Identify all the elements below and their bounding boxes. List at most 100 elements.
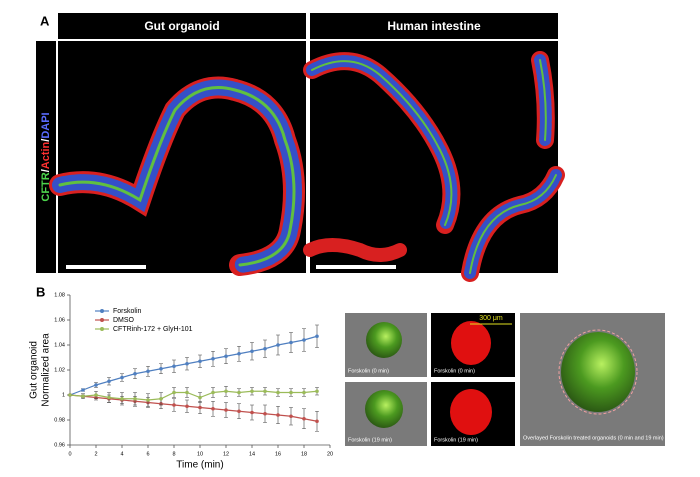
point: [198, 395, 202, 400]
point: [250, 349, 254, 354]
stain-part: DAPI: [40, 112, 52, 138]
panel-label: A: [40, 13, 50, 28]
point: [107, 379, 111, 384]
y-tick-label: 1: [62, 392, 65, 398]
legend-label: CFTRinh-172 + GlyH-101: [113, 326, 193, 333]
x-tick-label: 18: [301, 451, 307, 457]
point: [185, 404, 189, 409]
point: [224, 354, 228, 359]
point: [133, 396, 137, 401]
outline: [558, 329, 638, 415]
y-tick-label: 1.02: [54, 367, 65, 373]
point: [159, 366, 163, 371]
point: [146, 369, 150, 374]
point: [237, 390, 241, 395]
scale-bar: [66, 265, 146, 269]
point: [302, 416, 306, 421]
point: [237, 351, 241, 356]
series-line: [69, 394, 318, 422]
header-bar: [58, 13, 306, 39]
point: [107, 395, 111, 400]
point: [81, 394, 85, 399]
y-axis-label: Normalized area: [41, 333, 52, 407]
y-tick-label: 0.96: [54, 442, 65, 448]
x-axis-label: Time (min): [176, 460, 223, 471]
point: [198, 359, 202, 364]
x-tick-label: 0: [68, 451, 71, 457]
x-tick-label: 2: [94, 451, 97, 457]
point: [159, 396, 163, 401]
point: [276, 343, 280, 347]
stain-part: Actin: [40, 141, 52, 169]
line-chart: 0.96 0.98 1 1.02 1.04 1.06 1.08 0 2 4 6 8 10 12 14 16 18…: [29, 292, 333, 470]
legend-label: Forskolin: [113, 308, 142, 315]
point: [224, 389, 228, 394]
point: [289, 414, 293, 419]
y-tick-label: 1.04: [54, 342, 65, 348]
point: [315, 419, 319, 424]
header: Human intestine: [387, 19, 481, 33]
point: [302, 390, 306, 395]
header: Gut organoid: [144, 19, 219, 33]
point: [302, 338, 306, 342]
y-tick-label: 0.98: [54, 417, 65, 423]
tissue: [49, 51, 565, 282]
point: [146, 398, 150, 402]
stain-part: /: [40, 169, 52, 172]
point: [263, 389, 267, 394]
x-tick-label: 6: [146, 451, 149, 457]
stain-part: CFTR: [40, 172, 52, 201]
x-tick-label: 10: [197, 451, 203, 457]
stain-text: CFTR/Actin/DAPI: [40, 112, 52, 201]
legend-marker: [100, 327, 104, 331]
side-bar: [36, 41, 56, 273]
x-tick-label: 20: [327, 451, 333, 457]
point: [211, 390, 215, 395]
point: [289, 390, 293, 395]
point: [185, 361, 189, 366]
point: [237, 409, 241, 414]
micrograph: [58, 41, 306, 273]
point: [211, 356, 215, 361]
header-bar: [310, 13, 558, 39]
stain-part: /: [40, 139, 52, 142]
scale-bar: [316, 265, 396, 269]
legend-marker: [100, 309, 104, 313]
x-tick-label: 8: [172, 451, 175, 457]
point: [276, 390, 280, 395]
organoid: [561, 332, 635, 412]
point: [172, 364, 176, 369]
point: [250, 410, 254, 415]
point: [315, 334, 319, 339]
point: [94, 383, 98, 387]
point: [133, 371, 137, 376]
x-tick-label: 12: [223, 451, 229, 457]
point: [263, 346, 267, 351]
caption: Forskolin (0 min): [434, 368, 475, 374]
point: [172, 403, 176, 407]
organoid: [365, 390, 403, 428]
point: [94, 393, 98, 397]
organoid-mask: [451, 321, 491, 365]
stain-label: CFTR/Actin/DAPI: [40, 112, 52, 201]
legend-label: DMSO: [113, 317, 135, 324]
point: [120, 375, 124, 380]
point: [68, 393, 72, 397]
point: [211, 406, 215, 411]
y-tick-label: 1.06: [54, 317, 65, 323]
organoid: [366, 322, 402, 358]
point: [81, 388, 85, 392]
y-axis-label: Gut organoid: [29, 341, 40, 399]
x-tick-label: 4: [120, 451, 123, 457]
caption: Overlayed Forskolin treated organoids (0…: [523, 435, 664, 441]
series-line: [69, 390, 318, 401]
x-tick-label: 14: [249, 451, 255, 457]
point: [276, 413, 280, 417]
caption: Forskolin (0 min): [348, 368, 389, 374]
point: [185, 390, 189, 395]
panel-label: B: [36, 284, 45, 299]
legend-marker: [100, 318, 104, 322]
point: [315, 389, 319, 394]
point: [263, 411, 267, 416]
